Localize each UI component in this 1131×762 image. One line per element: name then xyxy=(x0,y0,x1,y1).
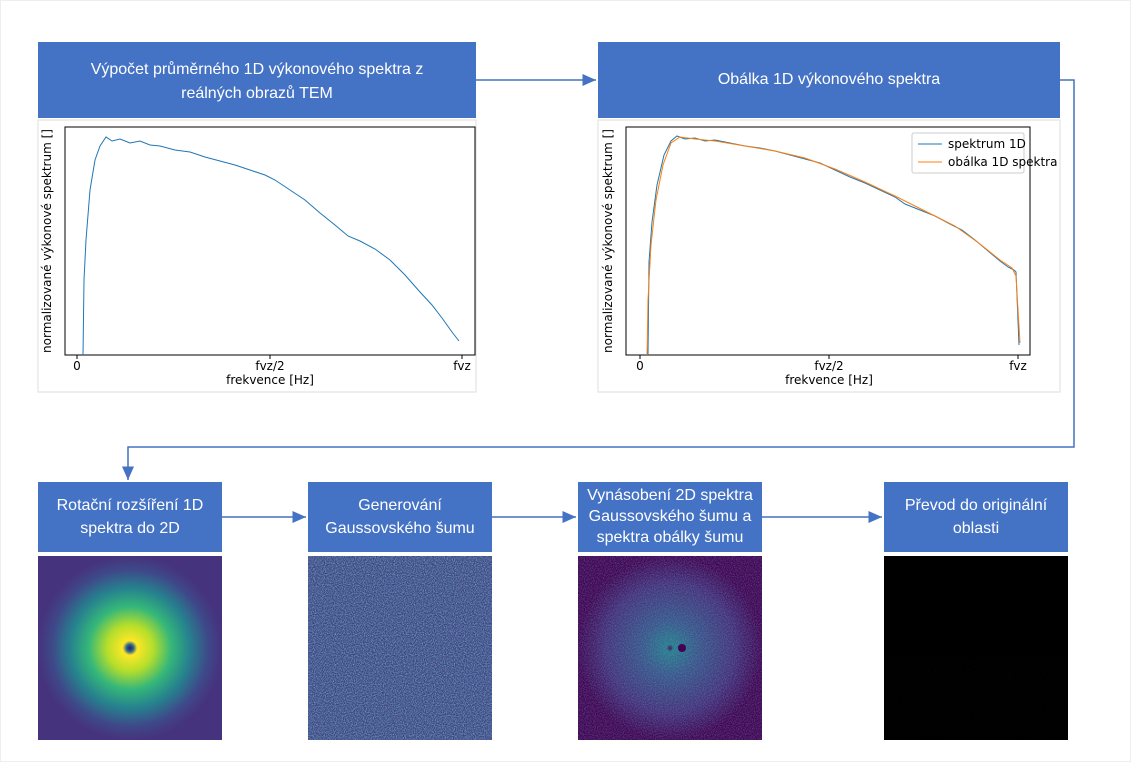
image-spatial-domain xyxy=(884,556,1068,740)
node-label: Rotační rozšíření 1D xyxy=(57,497,204,514)
node-label: Vynásobení 2D spektra xyxy=(587,487,753,504)
node-label: Převod do originální xyxy=(905,497,1048,514)
node xyxy=(38,482,222,552)
image-gaussian-noise xyxy=(308,556,492,740)
node-label: reálných obrazů TEM xyxy=(181,84,333,102)
node-label: Generování xyxy=(358,497,442,514)
x-tick-label: fvz xyxy=(453,359,471,373)
node-label: Gaussovského šumu xyxy=(325,520,474,537)
node xyxy=(308,482,492,552)
x-tick-label: 0 xyxy=(73,359,81,373)
node-label: Výpočet průměrného 1D výkonového spektra… xyxy=(91,60,424,78)
x-axis-label: frekvence [Hz] xyxy=(226,373,314,387)
x-tick-label: fvz xyxy=(1009,359,1027,373)
node-label: oblasti xyxy=(953,520,999,537)
image-multiplied-spectrum xyxy=(578,556,762,740)
y-axis-label: normalizované výkonové spektrum [] xyxy=(601,129,615,353)
x-tick-label: fvz/2 xyxy=(255,359,284,373)
plot-panel xyxy=(38,120,476,392)
node xyxy=(38,42,476,118)
node-label: Obálka 1D výkonového spektra xyxy=(718,71,940,88)
node xyxy=(884,482,1068,552)
x-tick-label: 0 xyxy=(636,359,644,373)
x-axis-label: frekvence [Hz] xyxy=(785,373,873,387)
y-axis-label: normalizované výkonové spektrum [] xyxy=(40,129,54,353)
diagram: Výpočet průměrného 1D výkonového spektra… xyxy=(0,0,1131,762)
node-label: spektra do 2D xyxy=(80,520,180,537)
legend-label: obálka 1D spektra xyxy=(948,155,1057,169)
legend-label: spektrum 1D xyxy=(948,137,1026,151)
node-label: Gaussovského šumu a xyxy=(589,508,752,525)
image-radial-spectrum xyxy=(38,556,222,740)
x-tick-label: fvz/2 xyxy=(814,359,843,373)
node-label: spektra obálky šumu xyxy=(597,529,744,546)
